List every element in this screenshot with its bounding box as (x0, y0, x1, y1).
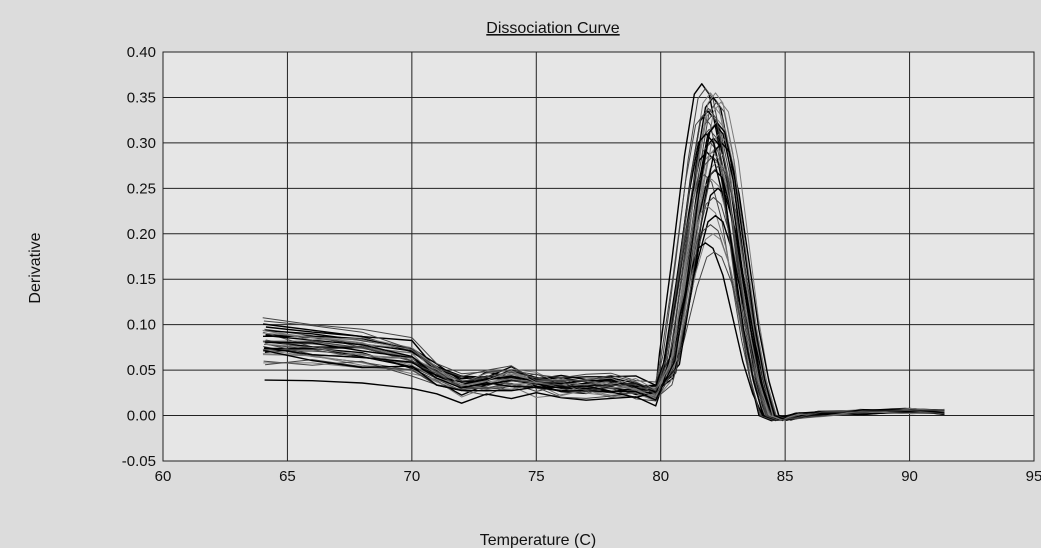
x-axis-title: Temperature (C) (480, 532, 596, 548)
y-tick-label: 0.20 (127, 226, 156, 243)
x-tick-label: 75 (528, 468, 545, 485)
x-tick-label: 95 (1026, 468, 1041, 485)
x-tick-label: 85 (777, 468, 794, 485)
series-line (263, 142, 945, 421)
plot-border (162, 51, 1035, 462)
x-tick-label: 90 (901, 468, 918, 485)
chart-title: Dissociation Curve (486, 20, 619, 37)
tick-label-layer: -0.05 0.00 0.05 0.10 0.15 0.20 0.25 0.30 0.35 0.4… (122, 44, 1041, 485)
y-tick-label: -0.05 (122, 453, 156, 470)
y-tick-label: 0.25 (127, 180, 156, 197)
y-tick-label: 0.15 (127, 271, 156, 288)
y-tick-label: 0.10 (127, 317, 156, 334)
series-line (263, 101, 945, 421)
series-layer (262, 83, 945, 422)
y-tick-label: 0.35 (127, 89, 156, 106)
series-line (263, 107, 945, 421)
y-tick-label: 0.40 (127, 44, 156, 61)
x-tick-label: 70 (404, 468, 421, 485)
series-line (262, 115, 945, 421)
x-tick-label: 65 (279, 468, 296, 485)
y-tick-label: 0.30 (127, 135, 156, 152)
y-tick-label: 0.00 (127, 408, 156, 425)
series-line (265, 133, 945, 421)
y-axis-title: Derivative (27, 232, 44, 303)
y-tick-label: 0.05 (127, 362, 156, 379)
x-tick-label: 60 (155, 468, 172, 485)
series-line (264, 122, 945, 421)
x-tick-label: 80 (652, 468, 669, 485)
grid-layer (162, 51, 1035, 462)
